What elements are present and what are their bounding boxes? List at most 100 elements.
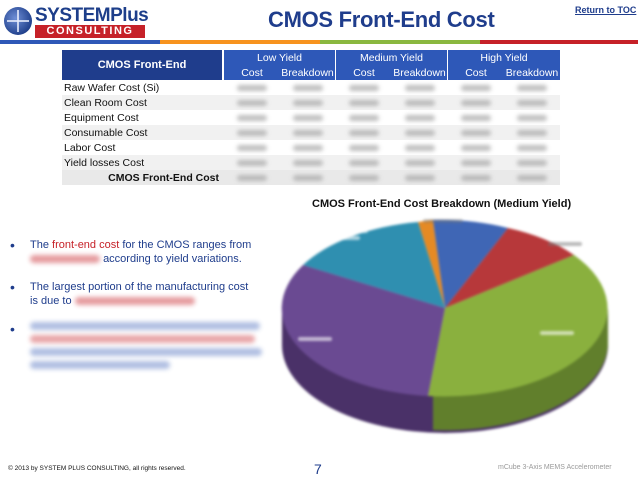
redacted-value — [237, 159, 267, 166]
row-label: Raw Wafer Cost (Si) — [64, 81, 160, 94]
redacted-value — [461, 99, 491, 106]
redacted-value — [461, 114, 491, 121]
pie-label-redacted — [298, 337, 332, 341]
redacted-value — [349, 174, 379, 181]
redacted-value — [349, 84, 379, 91]
row-label: Clean Room Cost — [64, 96, 147, 109]
sub-header-cost: Cost — [224, 65, 280, 80]
table-row: Labor Cost — [62, 140, 560, 155]
header-color-bar — [0, 40, 638, 44]
pie-slice-red — [445, 228, 574, 308]
sub-header-cost: Cost — [336, 65, 392, 80]
row-label: Labor Cost — [64, 141, 116, 154]
pie-label-redacted — [548, 242, 582, 246]
group-high-yield: High Yield — [448, 50, 560, 65]
redacted-value — [517, 84, 547, 91]
redacted-value — [237, 114, 267, 121]
redacted-value — [517, 129, 547, 136]
pie-label-redacted — [338, 229, 368, 233]
redacted-value — [461, 84, 491, 91]
chart-title: CMOS Front-End Cost Breakdown (Medium Yi… — [312, 198, 572, 210]
redacted-text — [30, 348, 262, 356]
redacted-text — [30, 322, 260, 330]
bullet-text: The — [30, 239, 53, 251]
redacted-value — [293, 159, 323, 166]
pie-label-redacted — [338, 236, 360, 240]
redacted-value — [237, 174, 267, 181]
redacted-value — [517, 114, 547, 121]
pie-slice-teal — [303, 222, 445, 308]
redacted-value — [461, 144, 491, 151]
redacted-value — [517, 159, 547, 166]
redacted-value — [405, 159, 435, 166]
redacted-value — [349, 99, 379, 106]
redacted-value — [405, 114, 435, 121]
redacted-value — [237, 84, 267, 91]
redacted-text — [74, 297, 195, 306]
row-label: Consumable Cost — [64, 126, 148, 139]
row-label: Equipment Cost — [64, 111, 139, 124]
redacted-value — [405, 84, 435, 91]
redacted-text — [30, 335, 255, 343]
redacted-value — [349, 114, 379, 121]
sub-header-cost: Cost — [448, 65, 504, 80]
total-label: CMOS Front-End Cost — [108, 171, 219, 184]
color-bar-red — [480, 40, 638, 44]
table-total-row: CMOS Front-End Cost — [62, 170, 560, 185]
redacted-value — [461, 159, 491, 166]
redacted-value — [293, 129, 323, 136]
bullet-text: The largest portion of the manufacturing… — [30, 281, 249, 293]
redacted-value — [237, 99, 267, 106]
bullet-text: according to yield variations. — [103, 253, 242, 265]
group-medium-yield: Medium Yield — [336, 50, 448, 65]
globe-icon — [4, 7, 32, 35]
row-label: Yield losses Cost — [64, 156, 145, 169]
color-bar-blue — [0, 40, 160, 44]
redacted-value — [293, 114, 323, 121]
bullet-icon: • — [10, 237, 15, 253]
redacted-value — [237, 129, 267, 136]
bullet-item: • — [10, 322, 280, 369]
redacted-value — [517, 144, 547, 151]
pie-label-redacted — [540, 331, 574, 335]
bullet-text: is due to — [30, 295, 72, 307]
redacted-value — [405, 144, 435, 151]
redacted-value — [237, 144, 267, 151]
return-to-toc-link[interactable]: Return to TOC — [575, 5, 637, 15]
color-bar-orange — [160, 40, 320, 44]
page-title: CMOS Front-End Cost — [268, 7, 495, 32]
logo-subtitle: CONSULTING — [35, 25, 145, 38]
bullet-icon: • — [10, 279, 15, 295]
pie-label-redacted — [423, 219, 463, 223]
redacted-value — [349, 159, 379, 166]
table-row: Yield losses Cost — [62, 155, 560, 170]
pie-slice-purple — [281, 265, 445, 396]
bullet-list: • The front-end cost for the CMOS ranges… — [10, 238, 280, 381]
redacted-value — [461, 174, 491, 181]
company-logo: SYSTEMPlus CONSULTING — [4, 5, 149, 38]
logo-wordmark: SYSTEMPlus — [35, 5, 149, 26]
redacted-text — [30, 255, 100, 264]
bullet-item: • The largest portion of the manufacturi… — [10, 280, 280, 308]
redacted-value — [293, 84, 323, 91]
bullet-icon: • — [10, 321, 15, 337]
pie-slice-blue — [433, 219, 508, 308]
redacted-value — [405, 99, 435, 106]
page-number: 7 — [314, 461, 322, 477]
color-bar-green — [320, 40, 480, 44]
sub-header-breakdown: Breakdown — [504, 65, 560, 80]
group-low-yield: Low Yield — [224, 50, 336, 65]
redacted-text — [30, 361, 170, 369]
cost-breakdown-pie-chart — [281, 219, 608, 433]
redacted-value — [293, 174, 323, 181]
sub-header-breakdown: Breakdown — [392, 65, 448, 80]
table-row: Equipment Cost — [62, 110, 560, 125]
copyright-text: © 2013 by SYSTEM PLUS CONSULTING, all ri… — [8, 465, 186, 472]
table-row: Consumable Cost — [62, 125, 560, 140]
pie-side-green — [433, 308, 608, 431]
redacted-value — [349, 129, 379, 136]
redacted-value — [405, 174, 435, 181]
product-name: mCube 3-Axis MEMS Accelerometer — [498, 464, 612, 471]
redacted-value — [517, 99, 547, 106]
redacted-value — [293, 99, 323, 106]
